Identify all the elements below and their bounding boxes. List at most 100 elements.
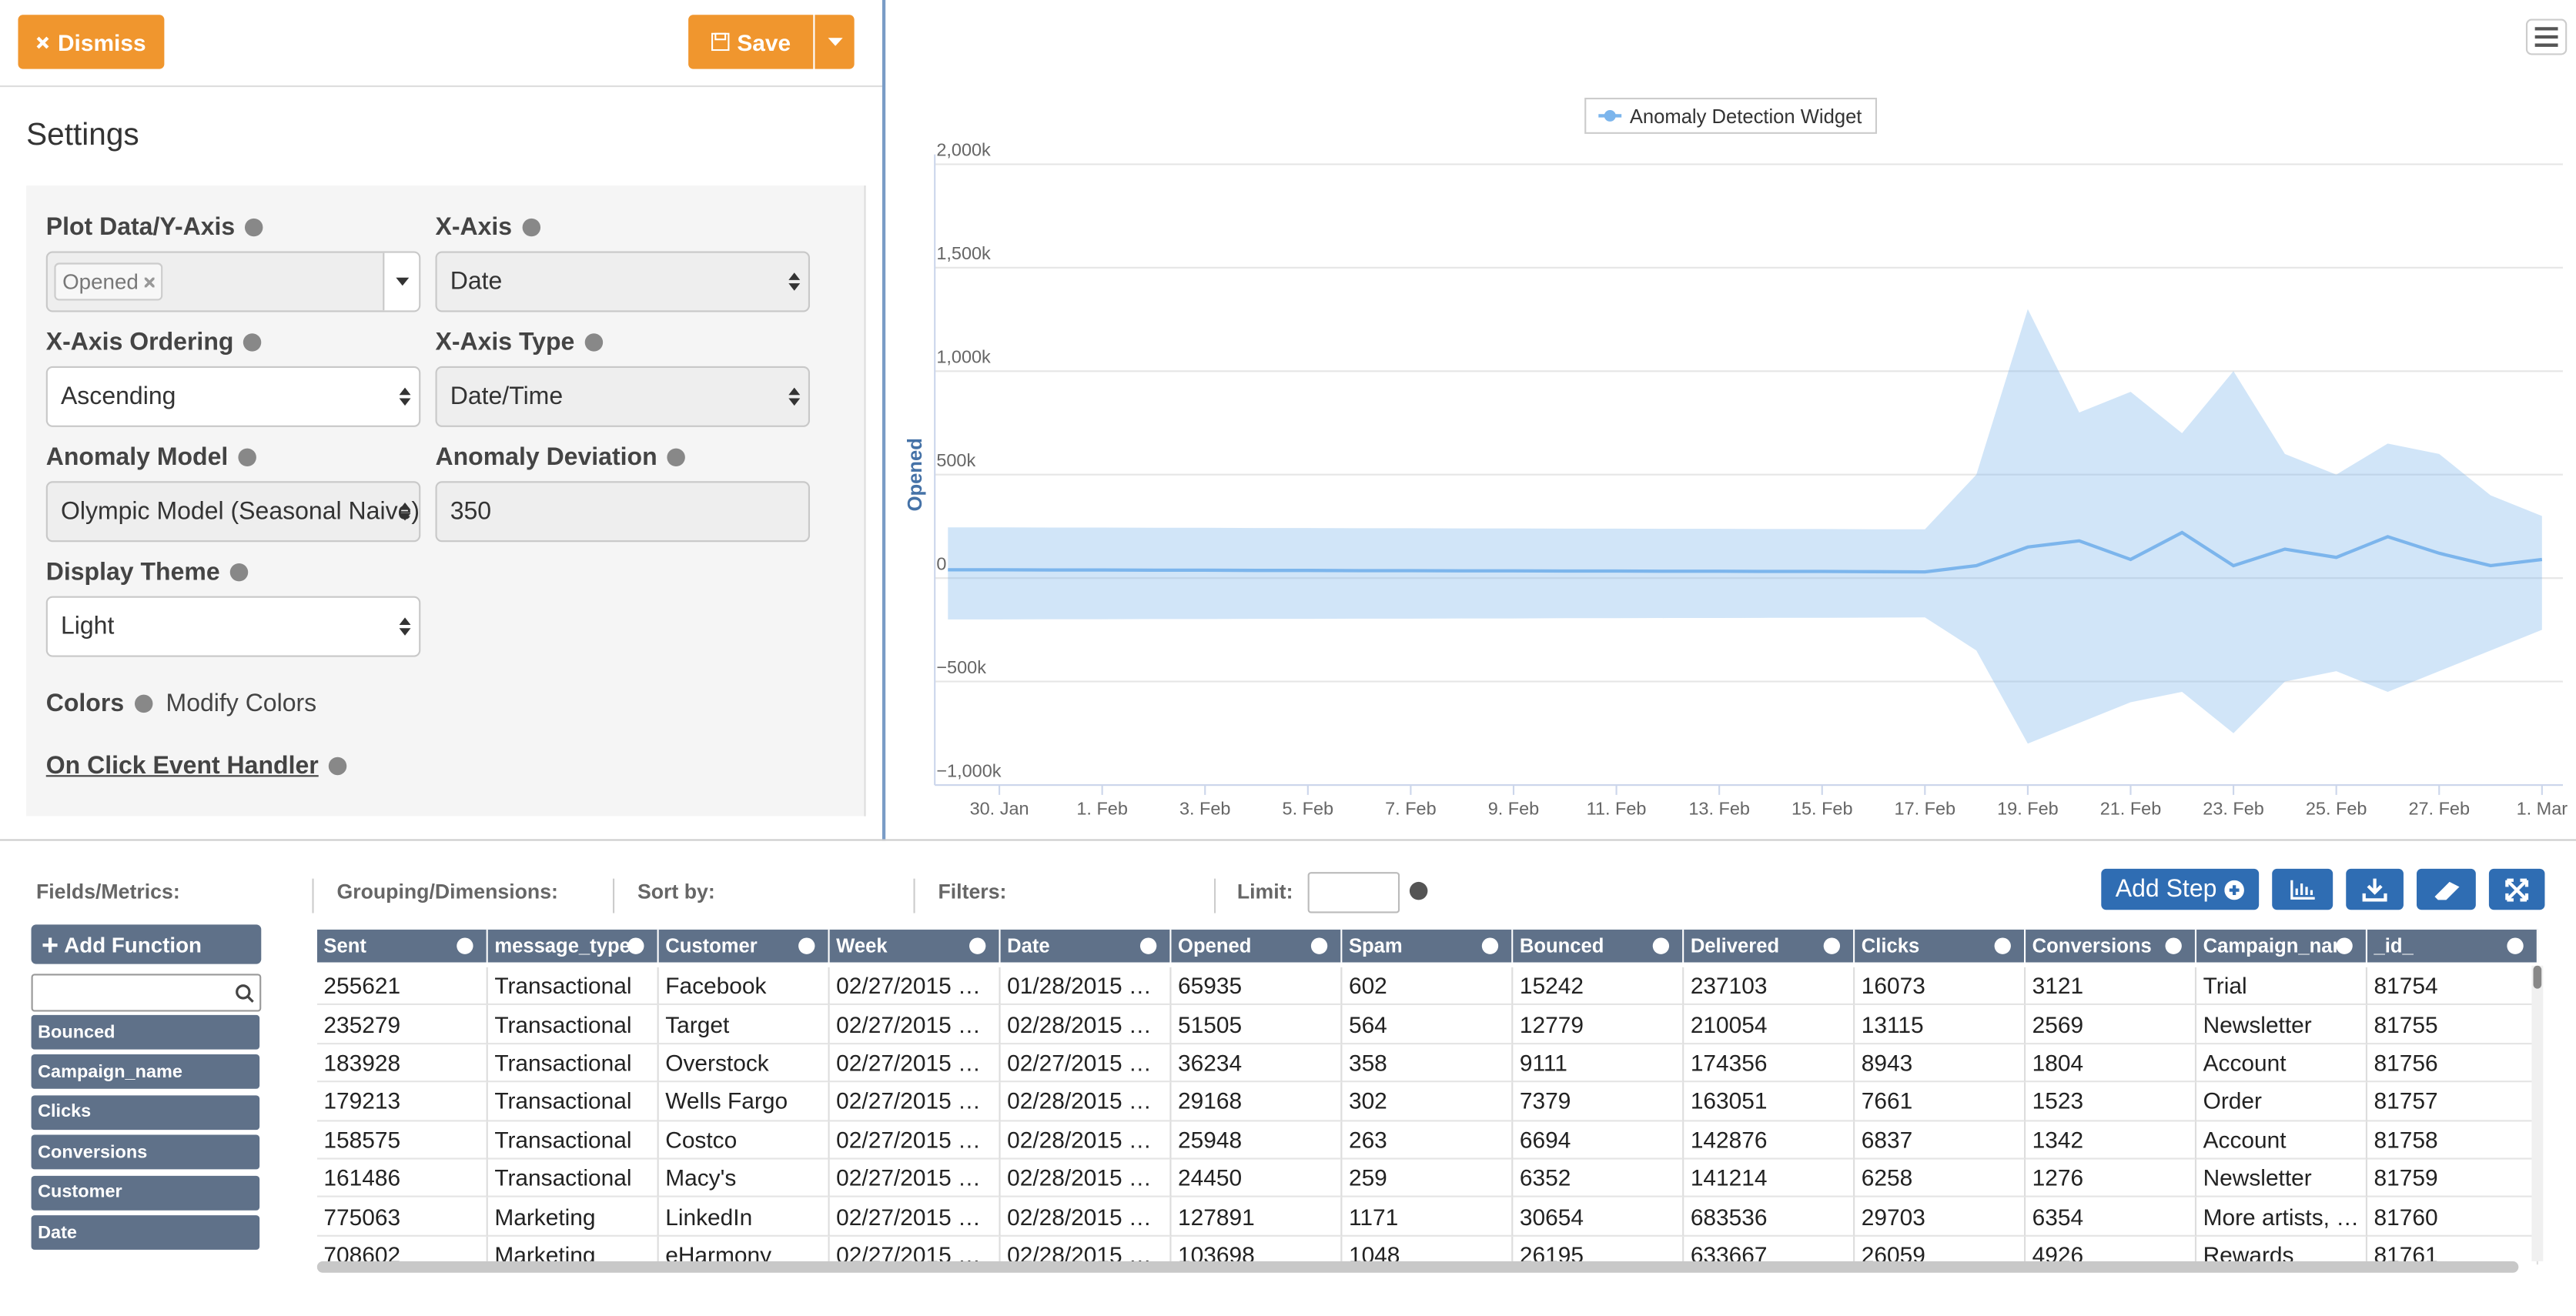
table-cell: 161486 xyxy=(316,1159,488,1198)
table-cell: 237103 xyxy=(1684,967,1855,1006)
add-step-button[interactable]: Add Step xyxy=(2101,868,2260,910)
text: On Click Event Handler xyxy=(45,752,319,780)
icon xyxy=(711,32,729,52)
select[interactable]: Olympic Model (Seasonal Naive) xyxy=(45,481,421,543)
click-handler-label[interactable]: On Click Event Handler xyxy=(45,752,347,780)
h-scrollbar[interactable] xyxy=(316,1261,2519,1273)
download-button[interactable] xyxy=(2346,868,2404,910)
field-label: X-Axis Ordering xyxy=(46,329,262,356)
select[interactable]: Light xyxy=(45,596,421,657)
column-header[interactable]: Date xyxy=(1000,929,1172,963)
table-cell: Marketing xyxy=(488,1236,659,1265)
field-search[interactable] xyxy=(31,974,262,1012)
value: Date xyxy=(450,267,503,296)
save-dropdown[interactable] xyxy=(815,15,855,69)
expand-button[interactable] xyxy=(2488,868,2545,910)
x-tick-label: 13. Feb xyxy=(1688,798,1750,818)
field-item[interactable]: Campaign_name xyxy=(31,1054,260,1090)
info-icon xyxy=(1823,937,1841,954)
limit-label: Limit: xyxy=(1236,880,1293,903)
divider xyxy=(0,85,882,88)
text-input[interactable]: 350 xyxy=(435,481,811,543)
info-icon xyxy=(1310,937,1328,954)
table-cell: 16073 xyxy=(1855,967,2026,1006)
select[interactable]: Ascending xyxy=(45,366,421,427)
field-item[interactable]: Customer xyxy=(31,1175,260,1210)
column-header[interactable]: _id_ xyxy=(2367,929,2538,963)
help-icon xyxy=(667,448,685,467)
table-cell: 02/27/2015 … xyxy=(829,1044,1001,1083)
select-arrows xyxy=(788,272,801,291)
dropdown-toggle[interactable] xyxy=(383,252,420,311)
select[interactable]: Opened xyxy=(45,251,421,312)
colors-label: Colors xyxy=(46,690,152,718)
x-tick-label: 3. Feb xyxy=(1179,798,1231,818)
limit-input[interactable] xyxy=(1307,872,1400,914)
table-cell: Marketing xyxy=(487,1197,659,1237)
splitter[interactable] xyxy=(882,0,886,841)
column-header[interactable]: Campaign_nam xyxy=(2196,929,2367,963)
modify-colors-link[interactable]: Modify Colors xyxy=(166,690,317,718)
info-icon xyxy=(1139,937,1157,954)
field-item[interactable]: Conversions xyxy=(31,1134,260,1170)
field-item[interactable]: Clicks xyxy=(31,1094,260,1130)
column-header[interactable]: Opened xyxy=(1171,929,1343,963)
legend-label: Anomaly Detection Widget xyxy=(1630,106,1862,128)
y-tick-label: −1,000k xyxy=(936,760,1001,780)
legend-box xyxy=(1584,97,1878,134)
column-header[interactable]: Bounced xyxy=(1513,929,1684,963)
column-header[interactable]: Customer xyxy=(658,929,830,963)
header-text: Customer xyxy=(665,934,758,958)
column-header[interactable]: Sent xyxy=(316,929,488,963)
help-icon xyxy=(238,448,256,467)
tag-remove[interactable] xyxy=(145,276,156,287)
table-cell: 02/28/2015 … xyxy=(1001,1236,1172,1265)
table-cell: 01/28/2015 … xyxy=(1000,967,1172,1006)
table-cell: 235279 xyxy=(316,1005,488,1044)
table-cell: 158575 xyxy=(316,1121,488,1160)
column-header[interactable]: Delivered xyxy=(1684,929,1855,963)
settings-title: Settings xyxy=(26,118,139,153)
text: Display Theme xyxy=(45,558,220,586)
column-header[interactable]: Conversions xyxy=(2026,929,2197,963)
field-item[interactable]: Date xyxy=(31,1215,260,1250)
field-label: Anomaly Deviation xyxy=(435,443,685,471)
table-cell: 358 xyxy=(1342,1044,1514,1083)
tag-text: Opened xyxy=(62,269,139,294)
table-cell: 1523 xyxy=(2026,1082,2197,1121)
table-cell: Trial xyxy=(2196,967,2367,1006)
v-scrollbar[interactable] xyxy=(2531,965,2544,1261)
table-cell: 02/27/2015 … xyxy=(829,1121,1001,1160)
table-cell: 26059 xyxy=(1855,1236,2026,1265)
dismiss-button[interactable]: Dismiss xyxy=(18,15,165,69)
add-function-button[interactable]: Add Function xyxy=(31,924,262,964)
separator xyxy=(312,878,314,914)
select-arrows xyxy=(399,617,411,636)
chart-button[interactable] xyxy=(2272,868,2333,910)
table-cell: 708602 xyxy=(317,1236,488,1265)
column-header[interactable]: message_type xyxy=(487,929,659,963)
table-cell: 81757 xyxy=(2367,1082,2538,1121)
column-header[interactable]: Clicks xyxy=(1855,929,2026,963)
table-cell: 6258 xyxy=(1855,1159,2026,1198)
icon xyxy=(2434,881,2460,900)
y-tick-label: 500k xyxy=(936,450,975,470)
x-tick-label: 19. Feb xyxy=(1997,798,2059,818)
sort-label: Sort by: xyxy=(637,880,715,903)
column-header[interactable]: Spam xyxy=(1342,929,1514,963)
column-header[interactable]: Week xyxy=(829,929,1001,963)
table-cell: 142876 xyxy=(1684,1121,1855,1160)
x-tick-label: 5. Feb xyxy=(1283,798,1334,818)
select[interactable]: Date/Time xyxy=(435,366,811,427)
clear-button[interactable] xyxy=(2417,868,2476,910)
icon xyxy=(2225,879,2245,900)
y-tick-label: −500k xyxy=(936,657,986,677)
x-tick-label: 1. Mar xyxy=(2517,798,2568,818)
save-button[interactable]: Save xyxy=(688,15,814,69)
table-cell: 02/27/2015 … xyxy=(830,1236,1001,1265)
caret xyxy=(396,277,410,286)
select[interactable]: Date xyxy=(435,251,811,312)
help-icon xyxy=(243,333,262,352)
field-item[interactable]: Bounced xyxy=(31,1014,260,1050)
